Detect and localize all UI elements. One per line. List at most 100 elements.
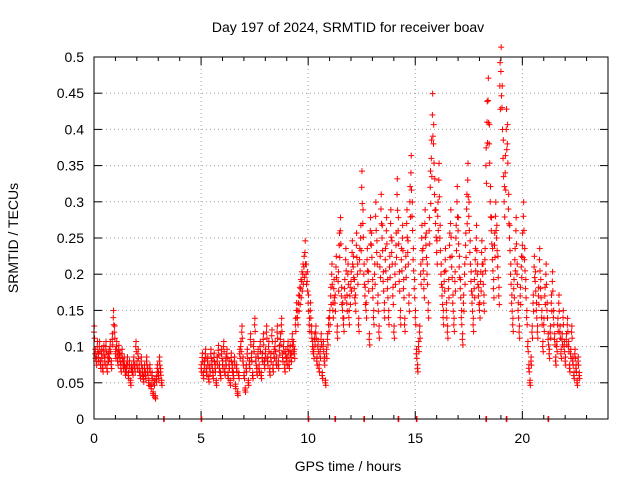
data-point xyxy=(399,222,406,229)
data-point xyxy=(245,382,252,389)
data-point xyxy=(335,288,342,295)
data-point xyxy=(394,207,401,214)
data-point xyxy=(467,261,474,268)
data-point xyxy=(228,350,235,357)
data-point xyxy=(539,343,546,350)
data-point xyxy=(558,346,565,353)
data-point xyxy=(572,355,579,362)
data-point xyxy=(500,173,507,180)
data-point xyxy=(341,276,348,283)
data-point xyxy=(397,314,404,321)
data-point xyxy=(380,288,387,295)
data-point xyxy=(382,267,389,274)
data-point xyxy=(341,285,348,292)
data-point xyxy=(375,329,382,336)
data-point xyxy=(492,199,499,206)
data-point xyxy=(337,227,344,234)
data-point xyxy=(351,294,358,301)
data-point xyxy=(135,355,142,362)
data-point xyxy=(426,214,433,221)
data-point xyxy=(296,308,303,315)
data-point xyxy=(270,368,277,375)
data-point xyxy=(478,288,485,295)
data-point xyxy=(442,267,449,274)
data-point xyxy=(334,323,341,330)
data-point xyxy=(574,382,581,389)
data-point xyxy=(157,372,164,379)
data-point xyxy=(267,350,274,357)
data-point xyxy=(320,343,327,350)
data-point xyxy=(564,328,571,335)
x-tick-label: 5 xyxy=(197,430,205,446)
data-point xyxy=(548,292,555,299)
data-point xyxy=(235,369,242,376)
data-point xyxy=(473,222,480,229)
data-point xyxy=(217,369,224,376)
data-point xyxy=(355,321,362,328)
data-point xyxy=(338,284,345,291)
data-point xyxy=(260,336,267,343)
data-point xyxy=(498,104,505,111)
data-point xyxy=(337,240,344,247)
data-point xyxy=(324,341,331,348)
data-point xyxy=(529,335,536,342)
data-point xyxy=(504,140,511,147)
data-point xyxy=(211,350,218,357)
data-point xyxy=(529,323,536,330)
data-point xyxy=(324,336,331,343)
data-point xyxy=(407,183,414,190)
data-point xyxy=(541,328,548,335)
data-point xyxy=(408,152,415,159)
data-point xyxy=(449,292,456,299)
data-point xyxy=(426,227,433,234)
data-point xyxy=(525,348,532,355)
data-point xyxy=(111,323,118,330)
data-point xyxy=(405,261,412,268)
data-point xyxy=(334,329,341,336)
data-point xyxy=(294,307,301,314)
data-point xyxy=(238,348,245,355)
data-point xyxy=(479,271,486,278)
data-point xyxy=(487,214,494,221)
data-point xyxy=(424,271,431,278)
data-point xyxy=(505,191,512,198)
data-point xyxy=(354,271,361,278)
data-point xyxy=(242,385,249,392)
data-point xyxy=(471,294,478,301)
data-point xyxy=(269,326,276,333)
data-point xyxy=(412,307,419,314)
data-point xyxy=(352,300,359,307)
y-tick-label: 0 xyxy=(76,411,84,427)
data-point xyxy=(145,377,152,384)
data-point xyxy=(531,263,538,270)
data-point xyxy=(506,235,513,241)
data-point xyxy=(387,274,394,281)
data-point xyxy=(354,261,361,268)
data-point xyxy=(290,338,297,345)
data-point xyxy=(394,175,401,182)
data-point xyxy=(441,268,448,275)
data-point xyxy=(468,268,475,275)
data-point xyxy=(317,355,324,362)
data-point xyxy=(528,329,535,336)
data-point xyxy=(224,346,231,353)
data-point xyxy=(543,307,550,314)
data-point xyxy=(527,382,534,389)
data-point xyxy=(462,242,469,249)
data-point xyxy=(383,240,390,247)
data-point xyxy=(427,168,434,175)
data-point xyxy=(560,314,567,321)
data-point xyxy=(546,355,553,362)
data-point xyxy=(503,106,510,113)
data-point xyxy=(286,365,293,372)
data-point xyxy=(207,346,214,353)
data-point xyxy=(494,263,501,270)
data-point xyxy=(448,234,455,241)
data-point xyxy=(301,249,308,256)
data-point xyxy=(138,354,145,361)
data-point xyxy=(557,323,564,330)
data-point xyxy=(402,253,409,260)
data-point xyxy=(158,377,165,384)
data-point xyxy=(404,249,411,256)
data-point xyxy=(452,235,459,241)
